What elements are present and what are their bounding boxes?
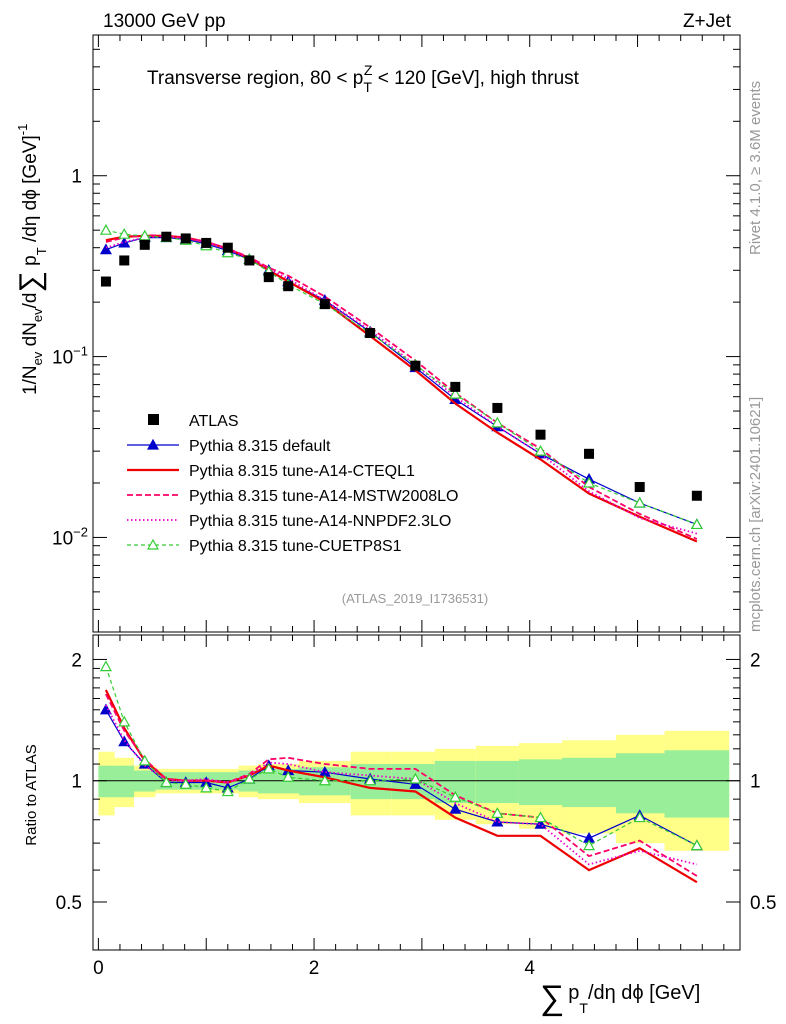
ratio-tick-label-left: 1 — [71, 772, 82, 793]
ratio-point-4 — [243, 772, 256, 784]
ratio-band-inner — [98, 765, 115, 798]
x-axis-label: ∑ pT/dη dϕ [GeV] — [540, 979, 700, 1017]
ratio-tick-label-right: 0.5 — [750, 893, 776, 914]
data-point — [450, 381, 461, 392]
series-point-4 — [449, 387, 462, 399]
data-point — [222, 242, 233, 253]
data-point — [201, 237, 212, 248]
series-point-0 — [99, 243, 112, 255]
series-point-4 — [690, 518, 703, 530]
series-point-4 — [99, 223, 112, 235]
ratio-tick-label-left: 2 — [71, 650, 82, 671]
data-point — [691, 490, 702, 501]
ratio-point-4 — [491, 807, 504, 818]
series-line-4 — [105, 229, 698, 525]
ratio-frame — [92, 634, 741, 951]
ratio-panel: 0 2 4 2 2 1 1 0.5 0.5 — [56, 634, 776, 979]
ratio-point-4 — [179, 778, 192, 789]
ratio-point-4 — [534, 811, 547, 823]
legend-label-3: Pythia 8.315 tune-A14-NNPDF2.3LO — [189, 513, 451, 530]
ratio-point-4 — [262, 762, 275, 774]
data-point — [634, 482, 645, 493]
legend: ATLAS Pythia 8.315 default Pythia 8.315 tu… — [127, 413, 458, 555]
rivet-label: Rivet 4.1.0, ≥ 3.6M events — [747, 81, 764, 255]
legend-marker-0 — [146, 438, 160, 450]
series-line-0 — [105, 237, 698, 525]
legend-label-4: Pythia 8.315 tune-CUETP8S1 — [189, 538, 402, 555]
series-point-4 — [118, 227, 131, 239]
y-tick-label: 10−1 — [52, 344, 88, 369]
legend-label-0: Pythia 8.315 default — [189, 438, 331, 455]
legend-marker-data — [148, 414, 159, 425]
ratio-point-4 — [99, 660, 112, 672]
data-point — [365, 328, 376, 339]
series-point-4 — [633, 496, 646, 508]
data-point — [584, 448, 595, 459]
legend-marker-4 — [146, 538, 160, 550]
y-tick-label: 1 — [71, 167, 82, 188]
ratio-point-4 — [221, 785, 234, 797]
data-point — [161, 231, 172, 242]
ratio-point-4 — [118, 715, 131, 727]
data-point — [283, 281, 294, 292]
ratio-band-inner — [475, 760, 519, 804]
analysis-tag: (ATLAS_2019_I1736531) — [342, 591, 488, 606]
x-tick-label: 4 — [524, 958, 535, 979]
ratio-point-0 — [449, 802, 462, 814]
ratio-point-4 — [160, 776, 173, 788]
ratio-axis-label: Ratio to ATLAS — [23, 744, 40, 845]
ratio-tick-label-right: 2 — [750, 650, 761, 671]
data-point — [319, 299, 330, 310]
ratio-point-4 — [318, 774, 331, 786]
ratio-point-4 — [633, 811, 646, 823]
ratio-point-4 — [583, 839, 596, 851]
ratio-tick-label-left: 0.5 — [56, 893, 82, 914]
ratio-point-4 — [364, 774, 377, 786]
ratio-band-inner — [615, 753, 665, 814]
mcplots-label: mcplots.cern.ch [arXiv:2401.10621] — [747, 397, 764, 632]
ratio-band-inner — [114, 765, 134, 798]
series-point-4 — [491, 416, 504, 428]
x-tick-label: 0 — [93, 958, 104, 979]
ratio-band-inner — [562, 757, 616, 808]
legend-label-2: Pythia 8.315 tune-A14-MSTW2008LO — [189, 488, 458, 505]
chart-title: Transverse region, 80 < pTZ < 120 [GeV],… — [147, 62, 580, 95]
ratio-point-4 — [138, 754, 151, 766]
ratio-point-4 — [282, 771, 295, 782]
series-point-4 — [534, 444, 547, 456]
data-point — [100, 276, 111, 287]
data-point — [119, 255, 130, 266]
data-point — [180, 233, 191, 244]
ratio-point-0 — [409, 778, 422, 789]
legend-label-data: ATLAS — [189, 413, 239, 430]
y-tick-label: 10−2 — [52, 524, 88, 549]
main-frame — [92, 34, 741, 633]
data-point — [263, 272, 274, 283]
series-point-4 — [583, 476, 596, 488]
ratio-band-inner — [664, 750, 730, 818]
process-label: Z+Jet — [683, 11, 732, 32]
ratio-point-4 — [449, 790, 462, 802]
y-axis-label: 1/Nev dNev/d∑ pT /dη dϕ [GeV]-1 — [14, 124, 49, 395]
data-point — [410, 360, 421, 371]
ratio-tick-label-right: 1 — [750, 772, 761, 793]
x-tick-label: 2 — [309, 958, 320, 979]
ratio-point-4 — [200, 781, 213, 793]
ratio-point-4 — [690, 839, 703, 851]
ratio-band-inner — [518, 759, 563, 806]
data-point — [535, 429, 546, 440]
ratio-point-4 — [409, 772, 422, 784]
energy-label: 13000 GeV pp — [103, 11, 226, 32]
legend-label-1: Pythia 8.315 tune-A14-CTEQL1 — [189, 463, 415, 480]
data-point — [244, 255, 255, 266]
main-panel: 1 10−1 10−2 — [52, 34, 741, 633]
data-point — [492, 402, 503, 413]
data-point — [139, 239, 150, 250]
